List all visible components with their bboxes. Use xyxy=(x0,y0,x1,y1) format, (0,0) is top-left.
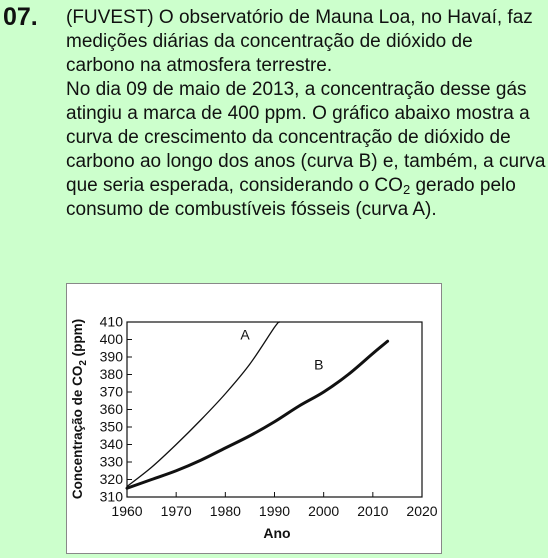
y-tick-label: 380 xyxy=(100,366,124,382)
question-number: 07. xyxy=(3,3,38,31)
y-tick-label: 400 xyxy=(100,331,124,347)
series-line-b xyxy=(125,339,390,490)
series-label-b: B xyxy=(314,356,323,372)
y-tick-label: 390 xyxy=(100,349,124,365)
question-text-part-1: No dia 09 de maio de 2013, a concentraçã… xyxy=(66,79,546,196)
y-tick-label: 410 xyxy=(100,314,124,330)
y-tick-label: 330 xyxy=(100,454,124,470)
y-tick-label: 370 xyxy=(100,384,124,400)
x-axis-ticks: 1960 1970 1980 1990 2000 2010 2020 xyxy=(111,492,438,519)
question-paragraph-2: No dia 09 de maio de 2013, a concentraçã… xyxy=(66,78,546,222)
x-tick-label: 1960 xyxy=(111,503,142,519)
co2-chart: 310 320 330 340 350 360 370 380 390 400 410 1960 19… xyxy=(66,283,442,554)
question-text-part-2: gerado pelo consumo de combustíveis fóss… xyxy=(66,175,516,220)
y-tick-label: 310 xyxy=(100,489,124,505)
x-tick-label: 2010 xyxy=(357,503,388,519)
x-tick-label: 1990 xyxy=(259,503,290,519)
x-tick-label: 1980 xyxy=(210,503,241,519)
x-axis-label: Ano xyxy=(263,525,290,541)
question-paragraph-1: (FUVEST) O observatório de Mauna Loa, no… xyxy=(66,7,533,76)
y-axis-label-unit: (ppm) xyxy=(70,319,85,360)
series-label-a: A xyxy=(240,327,250,343)
series-line-a xyxy=(126,321,281,488)
x-tick-label: 2000 xyxy=(308,503,339,519)
y-axis-label-sub: 2 xyxy=(78,360,89,366)
y-tick-label: 350 xyxy=(100,419,124,435)
y-axis-label: Concentração de CO2 (ppm) xyxy=(70,319,89,499)
x-tick-label: 1970 xyxy=(161,503,192,519)
y-tick-label: 340 xyxy=(100,436,124,452)
question-text: (FUVEST) O observatório de Mauna Loa, no… xyxy=(66,6,546,222)
y-tick-label: 320 xyxy=(100,471,124,487)
co2-subscript: 2 xyxy=(402,182,411,197)
y-axis-label-main: Concentração de CO xyxy=(70,366,85,500)
y-tick-label: 360 xyxy=(100,401,124,417)
series-lines: AB xyxy=(125,321,390,490)
x-tick-label: 2020 xyxy=(406,503,437,519)
plot-frame xyxy=(126,321,423,498)
